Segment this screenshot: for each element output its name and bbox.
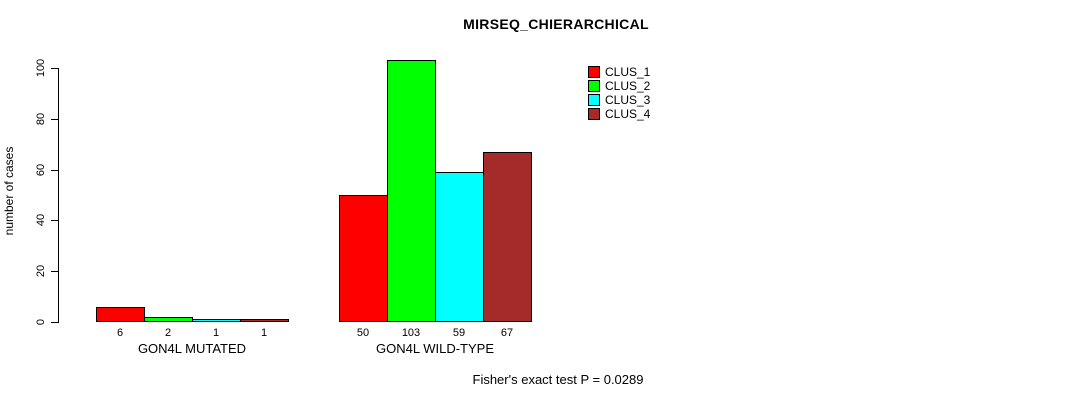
chart-title: MIRSEQ_CHIERARCHICAL — [463, 16, 649, 32]
bar-clus_1-group1 — [96, 306, 145, 322]
y-tick-label: 40 — [35, 214, 47, 227]
y-axis-label: number of cases — [2, 146, 16, 236]
legend-label: CLUS_4 — [605, 107, 651, 121]
y-tick — [51, 68, 58, 69]
bar-value-label: 103 — [401, 327, 421, 339]
y-tick-label: 20 — [35, 265, 47, 278]
legend-swatch-clus_2 — [588, 80, 600, 92]
stat-test-footer: Fisher's exact test P = 0.0289 — [472, 372, 644, 387]
y-tick-label: 60 — [35, 163, 47, 176]
legend-swatch-clus_3 — [588, 94, 600, 106]
y-axis-line — [58, 68, 59, 323]
legend-row: CLUS_3 — [588, 93, 668, 108]
y-tick — [51, 169, 58, 171]
legend-label: CLUS_2 — [605, 79, 651, 93]
bar-clus_4-group2 — [483, 151, 532, 322]
y-tick-label: 100 — [35, 58, 47, 78]
bar-clus_4-group1 — [240, 319, 289, 322]
y-tick — [51, 220, 58, 222]
legend-swatch-clus_4 — [588, 108, 600, 120]
legend-label: CLUS_1 — [605, 65, 651, 79]
y-tick — [51, 322, 58, 323]
bar-value-label: 2 — [164, 327, 172, 339]
y-tick-label: 0 — [35, 318, 47, 326]
bar-clus_2-group2 — [387, 60, 436, 322]
group-label: GON4L MUTATED — [137, 341, 247, 356]
legend-label: CLUS_3 — [605, 93, 651, 107]
bar-clus_2-group1 — [144, 316, 193, 322]
legend-swatch-clus_1 — [588, 66, 600, 78]
bar-clus_3-group1 — [192, 319, 241, 322]
legend-row: CLUS_4 — [588, 107, 668, 122]
legend-row: CLUS_2 — [588, 79, 668, 94]
bar-value-label: 6 — [116, 327, 124, 339]
y-tick — [51, 118, 58, 120]
y-tick-label: 80 — [35, 112, 47, 125]
bar-value-label: 1 — [212, 327, 220, 339]
bar-value-label: 1 — [260, 327, 268, 339]
y-tick — [51, 271, 58, 273]
bar-clus_1-group2 — [339, 195, 388, 322]
group-label: GON4L WILD-TYPE — [376, 341, 494, 356]
bar-value-label: 59 — [452, 327, 466, 339]
bar-clus_3-group2 — [435, 172, 484, 322]
legend-row: CLUS_1 — [588, 65, 668, 80]
bar-value-label: 67 — [500, 327, 514, 339]
bar-value-label: 50 — [356, 327, 370, 339]
